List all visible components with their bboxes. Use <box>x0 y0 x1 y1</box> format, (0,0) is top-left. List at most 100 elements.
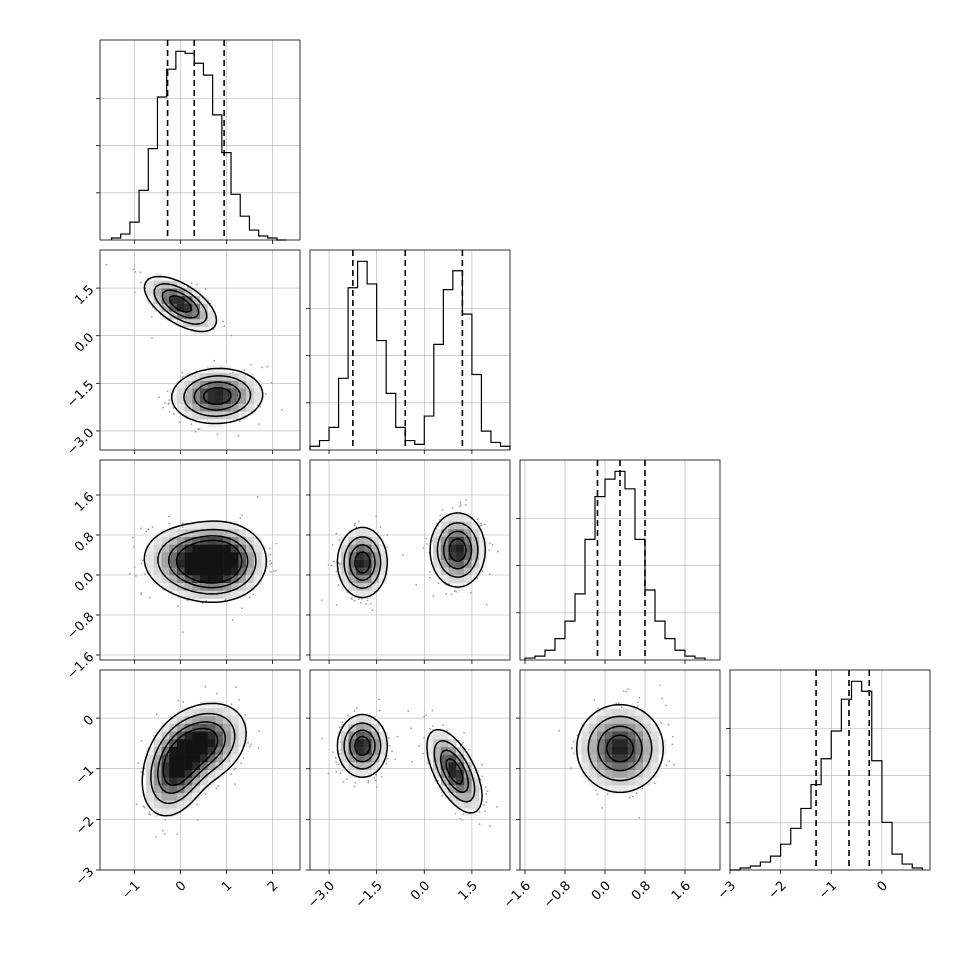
density-cell <box>223 567 232 576</box>
density-cell <box>161 303 170 312</box>
sample-point <box>150 315 153 318</box>
sample-point <box>453 590 456 592</box>
density-cell <box>207 575 216 584</box>
density-cell <box>207 716 216 725</box>
density-cell <box>589 754 598 763</box>
density-cell <box>176 762 185 771</box>
sample-point <box>367 781 370 784</box>
sample-point <box>467 748 470 751</box>
density-cell <box>596 708 605 717</box>
density-cell <box>440 754 449 763</box>
density-cell <box>581 723 590 732</box>
contour-level-0 <box>336 512 486 599</box>
density-cell <box>192 708 201 717</box>
sample-point <box>427 762 430 765</box>
density-cell <box>161 762 170 771</box>
contour-level-2 <box>167 535 249 589</box>
density-cell <box>379 567 388 576</box>
density-cell <box>433 529 442 538</box>
sample-point <box>145 530 148 533</box>
density-cell <box>448 544 457 553</box>
sample-point <box>143 806 146 809</box>
sample-point <box>248 745 251 748</box>
density-cell <box>192 529 201 538</box>
density-cell <box>215 403 224 412</box>
density-cell <box>596 746 605 755</box>
sample-point <box>460 818 463 821</box>
density-cell <box>215 388 224 397</box>
sample-point <box>350 597 353 599</box>
sample-point <box>142 805 145 808</box>
density-cell <box>215 754 224 763</box>
density-cell <box>456 560 465 568</box>
density-cell <box>363 762 372 771</box>
sample-point <box>186 599 189 602</box>
sample-point <box>446 729 448 732</box>
histogram-step-2 <box>524 470 706 660</box>
contour-level-3 <box>354 735 464 785</box>
sample-point <box>597 707 599 709</box>
density-cell <box>238 552 247 561</box>
density-cell <box>200 529 208 538</box>
density-cell <box>463 552 472 561</box>
sample-point <box>168 515 170 518</box>
density-cell <box>161 544 170 553</box>
hist-panel-1 <box>306 249 511 454</box>
sample-point <box>441 509 444 511</box>
sample-point <box>151 526 154 528</box>
sample-point <box>664 704 667 707</box>
density-cell <box>207 544 216 553</box>
sample-point <box>141 767 144 770</box>
density-cell <box>371 746 380 755</box>
sample-point <box>437 582 440 584</box>
density-cell <box>215 575 224 584</box>
density-cell <box>161 560 170 568</box>
sample-point <box>204 685 207 688</box>
density-cell <box>581 739 590 748</box>
density-cell <box>230 552 239 561</box>
density-cell <box>153 567 162 576</box>
sample-point <box>162 406 165 409</box>
sample-point <box>132 545 135 548</box>
density-cell <box>184 567 193 576</box>
density-cell <box>161 785 170 794</box>
density-cell <box>433 770 442 778</box>
contour-level-0 <box>336 713 483 814</box>
density-cell <box>471 777 480 786</box>
density-cell <box>230 544 239 553</box>
sample-point <box>242 757 245 759</box>
sample-point <box>182 631 185 633</box>
sample-point <box>338 726 341 729</box>
density-cell <box>207 567 216 576</box>
density-cell <box>589 731 598 740</box>
density-cell <box>650 731 659 740</box>
density-cell <box>348 583 357 592</box>
sample-point <box>132 268 135 271</box>
density-cell <box>440 575 449 584</box>
contour-level-0 <box>143 275 264 425</box>
density-cell <box>223 746 232 755</box>
sample-point <box>134 291 136 294</box>
density-cell <box>223 388 232 397</box>
sample-point <box>177 605 180 608</box>
density-cell <box>169 583 178 592</box>
density-cell <box>433 560 442 568</box>
density-cell <box>340 575 349 584</box>
density-cell <box>161 770 170 778</box>
sample-point <box>354 522 356 525</box>
sample-point <box>269 547 271 550</box>
density-cell <box>356 536 365 545</box>
density-cell <box>192 590 201 599</box>
sample-point <box>371 609 374 611</box>
density-cell <box>448 552 457 561</box>
density-cell <box>169 770 178 778</box>
density-cell <box>207 746 216 755</box>
density-cell <box>184 777 193 786</box>
density-cell <box>463 800 472 809</box>
density-cell <box>456 552 465 561</box>
density-cell <box>184 380 193 389</box>
sample-point <box>327 772 330 775</box>
density-cell <box>348 754 357 763</box>
sample-point <box>478 811 481 814</box>
panel-frame <box>519 459 721 661</box>
